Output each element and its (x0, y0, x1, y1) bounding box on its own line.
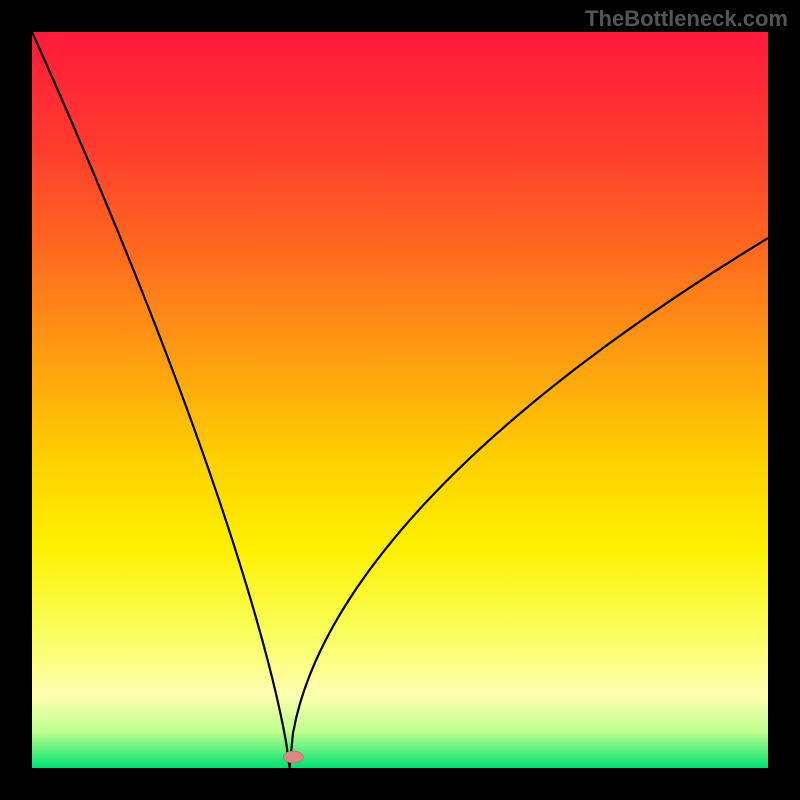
chart-container: TheBottleneck.com (0, 0, 800, 800)
gradient-background (32, 32, 768, 768)
bottleneck-chart (0, 0, 800, 800)
watermark-text: TheBottleneck.com (585, 6, 788, 32)
apex-marker (283, 751, 303, 763)
